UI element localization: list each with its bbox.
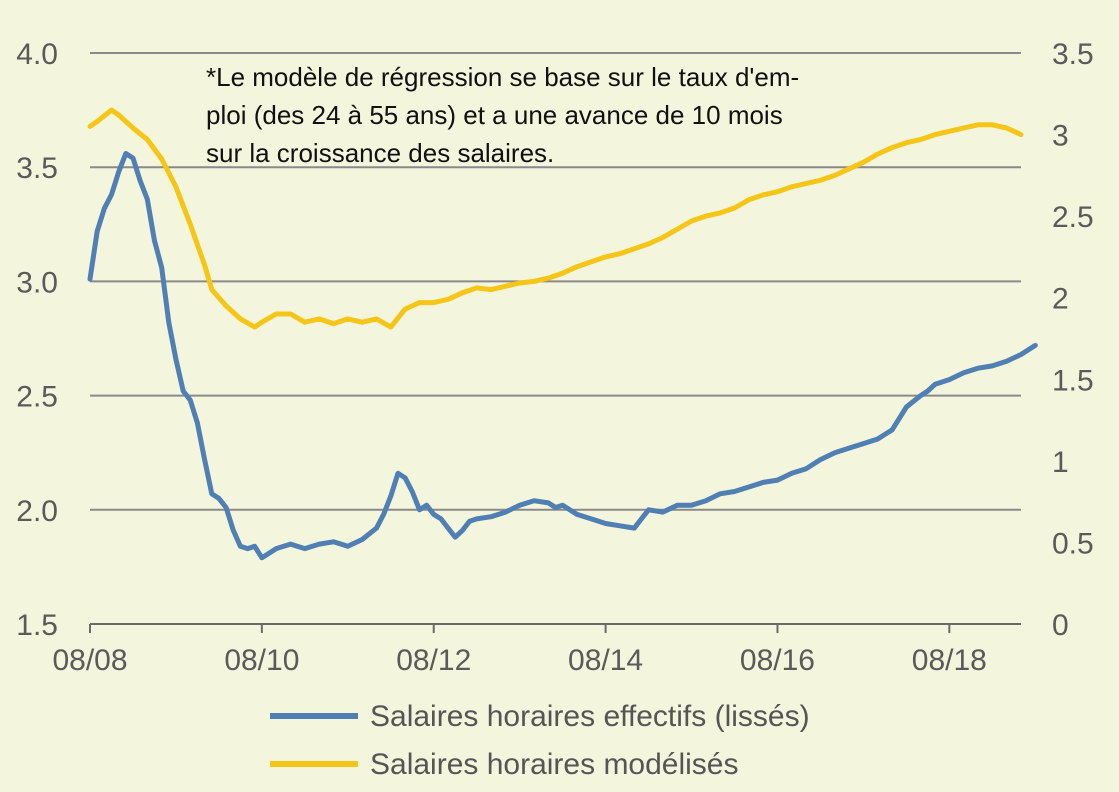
legend-item-effectifs: Salaires horaires effectifs (lissés)	[270, 700, 810, 733]
x-tick-label: 08/14	[568, 644, 643, 677]
right-tick-label: 3	[1052, 120, 1069, 153]
note-line-1: *Le modèle de régression se base sur le …	[206, 62, 799, 92]
left-axis-ticks: 1.5 2.0 2.5 3.0 3.5 4.0	[16, 38, 58, 642]
legend-label-effectifs: Salaires horaires effectifs (lissés)	[370, 700, 810, 733]
right-tick-label: 0	[1052, 609, 1069, 642]
left-tick-label: 2.0	[16, 495, 58, 528]
x-tick-label: 08/18	[912, 644, 987, 677]
x-axis-ticks: 08/08 08/10 08/12 08/14 08/16 08/18	[52, 624, 987, 677]
x-tick-label: 08/16	[740, 644, 815, 677]
legend: Salaires horaires effectifs (lissés) Sal…	[270, 700, 810, 781]
left-tick-label: 1.5	[16, 609, 58, 642]
right-axis-ticks: 0 0.5 1 1.5 2 2.5 3 3.5	[1052, 38, 1094, 642]
right-tick-label: 2	[1052, 283, 1069, 316]
left-tick-label: 3.0	[16, 266, 58, 299]
left-tick-label: 4.0	[16, 38, 58, 71]
legend-label-modelises: Salaires horaires modélisés	[370, 748, 739, 781]
x-tick-label: 08/12	[396, 644, 471, 677]
note-line-2: ploi (des 24 à 55 ans) et a une avance d…	[206, 100, 783, 130]
gridlines	[90, 52, 1021, 511]
legend-item-modelises: Salaires horaires modélisés	[270, 748, 739, 781]
series-line-modelises	[87, 107, 1024, 330]
right-tick-label: 1	[1052, 446, 1069, 479]
x-tick-label: 08/10	[224, 644, 299, 677]
right-tick-label: 0.5	[1052, 527, 1094, 560]
right-tick-label: 1.5	[1052, 364, 1094, 397]
left-tick-label: 2.5	[16, 381, 58, 414]
left-tick-label: 3.5	[16, 152, 58, 185]
annotation-note: *Le modèle de régression se base sur le …	[206, 62, 799, 168]
x-tick-label: 08/08	[52, 644, 127, 677]
right-tick-label: 2.5	[1052, 201, 1094, 234]
series-lines	[87, 107, 1038, 561]
right-tick-label: 3.5	[1052, 38, 1094, 71]
note-line-3: sur la croissance des salaires.	[206, 138, 554, 168]
series-line-effectifs	[87, 151, 1038, 561]
